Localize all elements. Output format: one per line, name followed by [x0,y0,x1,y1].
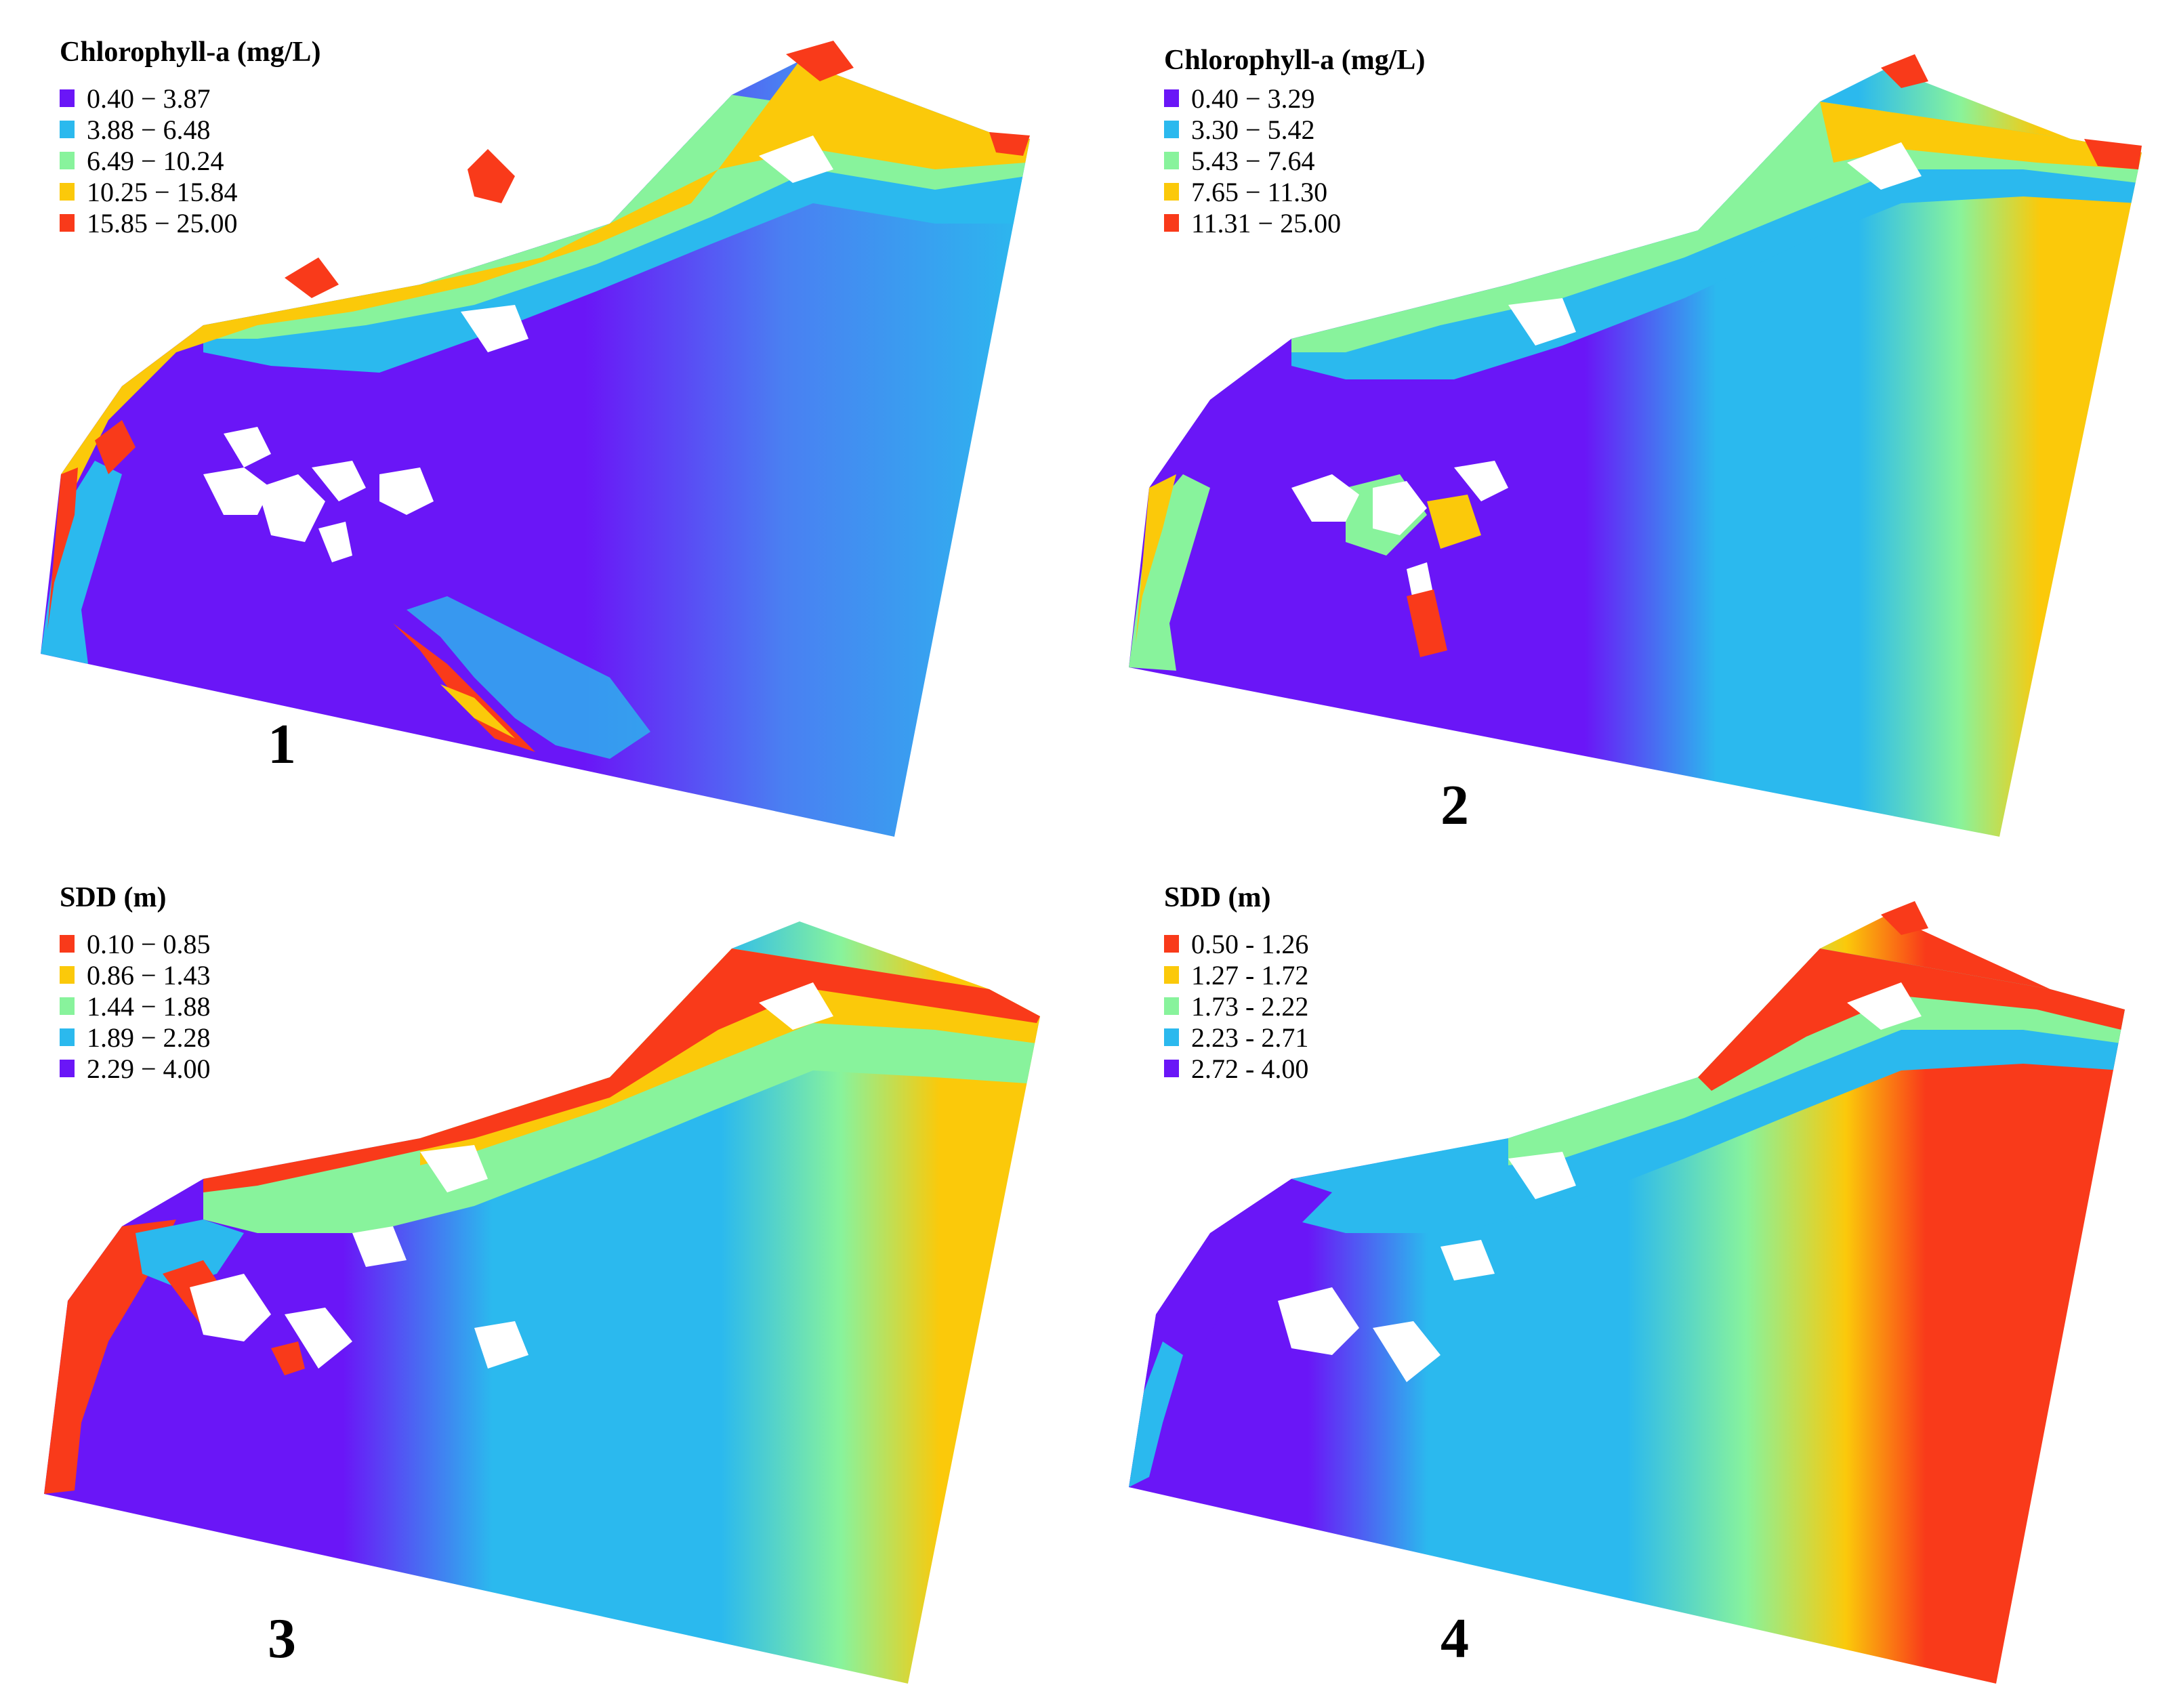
legend: Chlorophyll-a (mg/L) 0.40 − 3.29 3.30 − … [1164,43,1425,238]
legend-label: 0.86 − 1.43 [87,959,211,991]
map-panel-2: Chlorophyll-a (mg/L) 0.40 − 3.29 3.30 − … [1088,0,2177,854]
legend-label: 0.10 − 0.85 [87,928,211,959]
panel-number: 1 [268,713,296,776]
legend-item: 0.10 − 0.85 [60,928,211,959]
legend-title: Chlorophyll-a (mg/L) [60,37,321,68]
legend-item: 11.31 − 25.00 [1164,207,1425,238]
legend-item: 0.40 − 3.29 [1164,83,1425,114]
legend-swatch [60,1028,75,1046]
legend-item: 15.85 − 25.00 [60,207,320,238]
legend-label: 1.73 - 2.22 [1191,991,1309,1022]
legend-title: SDD (m) [60,882,167,913]
legend-item: 5.43 − 7.64 [1164,145,1425,176]
legend-label: 0.40 − 3.87 [87,83,211,114]
legend-item: 1.44 − 1.88 [60,991,211,1022]
legend-item: 7.65 − 11.30 [1164,176,1425,207]
legend-swatch [1164,183,1179,201]
legend-swatch [60,152,75,169]
legend-item: 6.49 − 10.24 [60,145,320,176]
chlorophyll-map-2 [1129,54,2142,837]
legend-label: 5.43 − 7.64 [1191,145,1315,176]
legend-swatch [1164,966,1179,984]
legend-swatch [60,214,75,232]
legend-swatch [1164,121,1179,138]
legend-item: 1.89 − 2.28 [60,1022,211,1053]
legend-item: 10.25 − 15.84 [60,176,320,207]
legend-label: 2.23 - 2.71 [1191,1022,1309,1053]
legend-swatch [1164,997,1179,1015]
legend-item: 3.88 − 6.48 [60,114,320,145]
legend-item: 2.72 - 4.00 [1164,1053,1308,1084]
legend-swatch [1164,935,1179,953]
legend-swatch [1164,89,1179,107]
panel-number: 2 [1440,774,1469,837]
panel-number: 3 [268,1607,296,1670]
legend-label: 1.89 − 2.28 [87,1022,211,1053]
legend-swatch [60,935,75,953]
legend-label: 15.85 − 25.00 [87,207,238,238]
legend-label: 1.27 - 1.72 [1191,959,1309,991]
legend-item: 3.30 − 5.42 [1164,114,1425,145]
map-panel-1: Chlorophyll-a (mg/L) 0.40 − 3.87 3.88 − … [0,0,1088,854]
legend-swatch [60,997,75,1015]
legend-item: 1.73 - 2.22 [1164,991,1308,1022]
legend-label: 10.25 − 15.84 [87,176,238,207]
legend: SDD (m) 0.50 - 1.26 1.27 - 1.72 1.73 - 2… [1164,881,1308,1084]
legend-swatch [1164,1060,1179,1077]
legend-label: 7.65 − 11.30 [1191,176,1328,207]
legend-item: 0.50 - 1.26 [1164,928,1308,959]
legend-item: 2.29 − 4.00 [60,1053,211,1084]
map-panel-4: SDD (m) 0.50 - 1.26 1.27 - 1.72 1.73 - 2… [1088,854,2177,1708]
legend-label: 6.49 − 10.24 [87,145,224,176]
legend-title: Chlorophyll-a (mg/L) [1164,45,1426,76]
legend-label: 0.50 - 1.26 [1191,928,1309,959]
sdd-map-4 [1129,901,2125,1684]
legend-swatch [1164,152,1179,169]
legend-label: 0.40 − 3.29 [1191,83,1315,114]
legend-swatch [60,966,75,984]
legend-swatch [60,1060,75,1077]
chlorophyll-map-1 [41,41,1030,837]
legend-item: 0.86 − 1.43 [60,959,211,991]
panel-number: 4 [1440,1607,1469,1670]
legend-label: 2.29 − 4.00 [87,1053,211,1084]
legend-swatch [1164,214,1179,232]
legend-swatch [60,183,75,201]
legend-title: SDD (m) [1164,882,1271,913]
legend-label: 11.31 − 25.00 [1191,207,1342,238]
legend-label: 3.88 − 6.48 [87,114,211,145]
map-panel-3: SDD (m) 0.10 − 0.85 0.86 − 1.43 1.44 − 1… [0,854,1088,1708]
legend-label: 2.72 - 4.00 [1191,1053,1309,1084]
legend: Chlorophyll-a (mg/L) 0.40 − 3.87 3.88 − … [60,35,320,238]
legend: SDD (m) 0.10 − 0.85 0.86 − 1.43 1.44 − 1… [60,881,211,1084]
legend-swatch [60,121,75,138]
legend-item: 1.27 - 1.72 [1164,959,1308,991]
legend-swatch [60,89,75,107]
sdd-map-3 [44,921,1040,1684]
legend-item: 2.23 - 2.71 [1164,1022,1308,1053]
legend-label: 3.30 − 5.42 [1191,114,1315,145]
legend-swatch [1164,1028,1179,1046]
legend-label: 1.44 − 1.88 [87,991,211,1022]
legend-item: 0.40 − 3.87 [60,83,320,114]
